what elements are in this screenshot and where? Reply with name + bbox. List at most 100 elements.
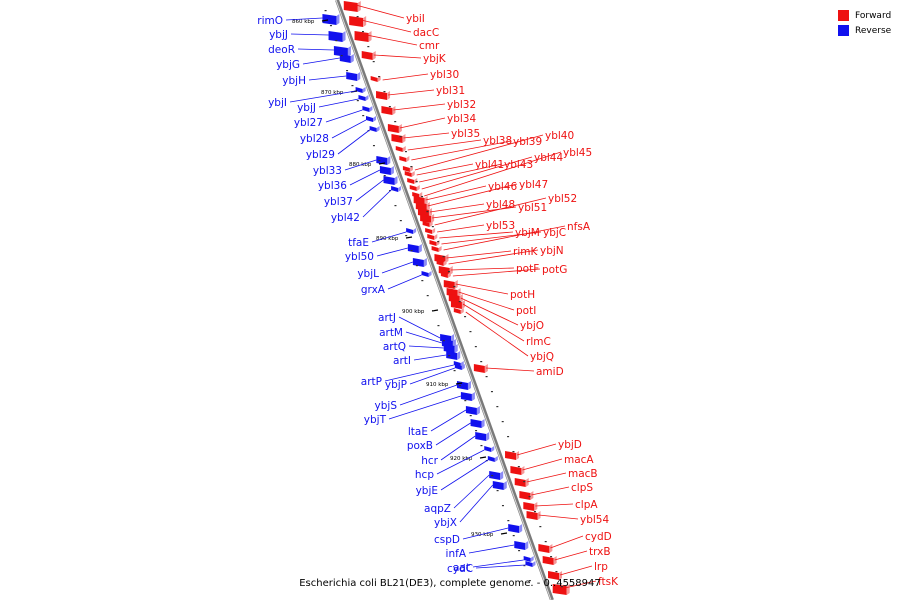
reverse-leader-line [435, 422, 471, 446]
minor-tick [453, 370, 456, 372]
minor-tick [442, 340, 445, 342]
forward-gene-feature[interactable] [370, 76, 381, 82]
reverse-gene-label: grxA [361, 284, 386, 296]
forward-gene-feature[interactable] [510, 466, 525, 475]
reverse-gene-feature[interactable] [369, 126, 380, 132]
reverse-leader-line [468, 544, 515, 554]
reverse-gene-feature[interactable] [379, 166, 394, 175]
forward-gene-feature[interactable] [427, 234, 438, 240]
reverse-gene-label: deoR [268, 44, 295, 56]
forward-gene-feature[interactable] [453, 308, 464, 314]
forward-gene-label: cydD [585, 531, 612, 543]
forward-gene-feature[interactable] [376, 91, 391, 100]
reverse-leader-line [405, 331, 443, 344]
reverse-gene-feature[interactable] [475, 432, 490, 441]
forward-leader-line [554, 550, 588, 561]
minor-tick [523, 565, 526, 567]
forward-gene-feature[interactable] [404, 171, 415, 177]
leader-lines [285, 4, 597, 589]
forward-gene-feature[interactable] [519, 491, 534, 500]
reverse-gene-feature[interactable] [358, 95, 369, 101]
tick-mark [405, 236, 413, 239]
reverse-gene-feature[interactable] [412, 258, 427, 267]
reverse-leader-line [475, 564, 526, 569]
forward-gene-feature[interactable] [354, 31, 372, 42]
reverse-gene-feature[interactable] [487, 456, 498, 462]
reverse-gene-feature[interactable] [460, 392, 475, 401]
reverse-gene-feature[interactable] [484, 446, 495, 452]
forward-gene-feature[interactable] [399, 156, 410, 162]
reverse-gene-feature[interactable] [443, 344, 458, 353]
genome-backbone [335, 0, 554, 600]
reverse-gene-feature[interactable] [406, 228, 417, 234]
reverse-gene-feature[interactable] [489, 471, 504, 480]
forward-gene-feature[interactable] [526, 511, 541, 520]
reverse-gene-feature[interactable] [470, 419, 485, 428]
forward-gene-feature[interactable] [436, 260, 447, 266]
backbone-highlight [335, 0, 552, 600]
reverse-gene-feature[interactable] [391, 186, 402, 192]
forward-gene-feature[interactable] [429, 240, 440, 246]
reverse-gene-feature[interactable] [421, 271, 432, 277]
tick-label: 930 kbp [471, 532, 494, 538]
reverse-gene-label: cspD [434, 534, 460, 546]
forward-gene-feature[interactable] [450, 300, 465, 309]
forward-gene-feature[interactable] [514, 478, 529, 487]
reverse-gene-feature[interactable] [508, 524, 523, 533]
reverse-gene-feature[interactable] [383, 176, 398, 185]
forward-gene-feature[interactable] [387, 124, 402, 133]
reverse-gene-feature[interactable] [362, 106, 373, 112]
reverse-gene-label: ybl50 [345, 251, 374, 263]
reverse-gene-feature[interactable] [328, 31, 346, 42]
forward-gene-feature[interactable] [542, 556, 557, 565]
forward-gene-feature[interactable] [538, 544, 553, 553]
reverse-gene-feature[interactable] [333, 46, 351, 57]
reverse-gene-feature[interactable] [514, 541, 529, 550]
forward-gene-feature[interactable] [349, 16, 367, 27]
forward-gene-feature[interactable] [402, 166, 413, 172]
forward-gene-feature[interactable] [391, 134, 406, 143]
forward-gene-feature[interactable] [443, 280, 458, 289]
reverse-gene-feature[interactable] [366, 116, 376, 122]
forward-gene-label: ybl30 [430, 69, 459, 81]
reverse-gene-feature[interactable] [492, 481, 507, 490]
forward-gene-feature[interactable] [395, 146, 406, 152]
forward-gene-feature[interactable] [440, 272, 451, 278]
forward-gene-feature[interactable] [505, 451, 520, 460]
forward-gene-feature[interactable] [431, 246, 442, 252]
forward-gene-feature[interactable] [473, 364, 488, 373]
reverse-gene-feature[interactable] [346, 72, 361, 81]
reverse-gene-feature[interactable] [525, 561, 536, 567]
reverse-leader-line [362, 189, 392, 218]
reverse-gene-feature[interactable] [339, 54, 354, 63]
forward-gene-feature[interactable] [361, 51, 376, 60]
reverse-gene-feature[interactable] [523, 556, 534, 562]
forward-leader-line [411, 140, 512, 161]
minor-tick [453, 286, 456, 288]
reverse-gene-label: ybjS [375, 400, 398, 412]
reverse-leader-line [349, 169, 381, 186]
reverse-gene-label: artJ [378, 312, 396, 324]
forward-gene-feature[interactable] [420, 214, 435, 223]
forward-gene-feature[interactable] [523, 502, 538, 511]
minor-tick [378, 160, 381, 162]
forward-gene-label: macB [568, 468, 598, 480]
forward-leader-line [550, 535, 584, 549]
forward-leader-line [439, 231, 514, 239]
reverse-gene-feature[interactable] [355, 87, 366, 93]
forward-gene-feature[interactable] [343, 1, 361, 12]
minor-tick [496, 490, 499, 492]
reverse-gene-feature[interactable] [454, 364, 465, 370]
forward-gene-feature[interactable] [548, 571, 563, 580]
reverse-gene-feature[interactable] [407, 244, 422, 253]
forward-gene-feature[interactable] [409, 185, 420, 191]
reverse-gene-feature[interactable] [465, 406, 480, 415]
forward-gene-feature[interactable] [422, 221, 433, 227]
forward-gene-feature[interactable] [425, 228, 436, 234]
minor-tick [517, 466, 520, 468]
minor-tick [372, 61, 375, 63]
forward-leader-line [393, 103, 446, 111]
reverse-gene-feature[interactable] [322, 14, 340, 25]
reverse-gene-feature[interactable] [446, 351, 461, 360]
forward-gene-feature[interactable] [381, 106, 396, 115]
